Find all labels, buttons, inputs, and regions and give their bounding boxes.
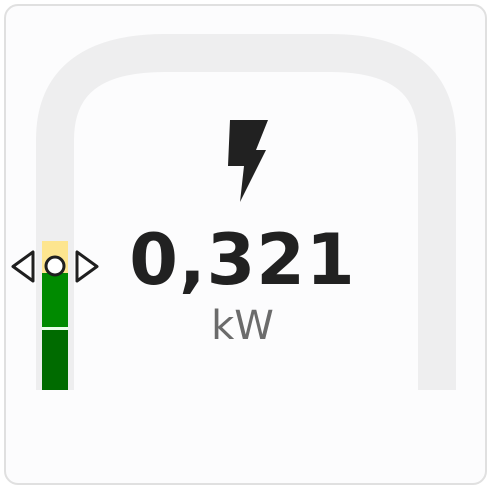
- power-unit: kW: [211, 303, 274, 349]
- indicator-left-arrow-icon: [11, 250, 35, 283]
- gauge-level-segment: [42, 273, 68, 327]
- indicator-right-arrow-icon: [75, 250, 99, 283]
- lightning-bolt-icon: [228, 120, 268, 202]
- gauge-track: [36, 34, 456, 390]
- power-value: 0,321: [129, 219, 356, 301]
- gauge-level-segment: [42, 330, 68, 390]
- gauge-segment-divider: [42, 327, 68, 330]
- indicator-marker[interactable]: [44, 255, 66, 277]
